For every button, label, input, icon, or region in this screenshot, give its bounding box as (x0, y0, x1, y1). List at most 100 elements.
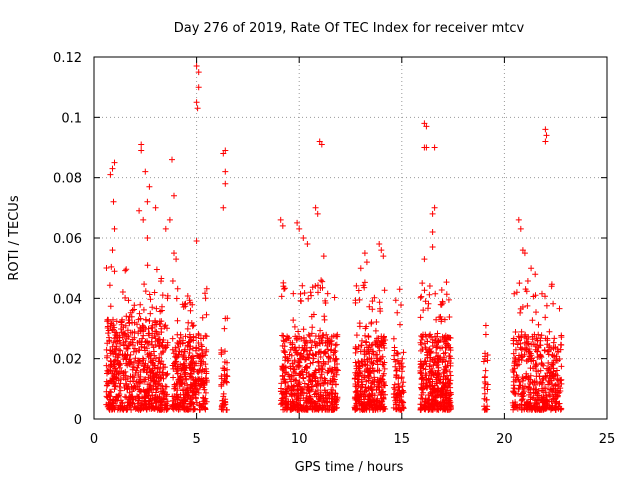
data-point (533, 309, 539, 316)
data-point (117, 370, 123, 377)
data-point (281, 363, 287, 370)
data-point (546, 328, 553, 335)
data-point (148, 350, 155, 357)
data-point (121, 330, 128, 337)
data-point (522, 331, 529, 338)
data-point (379, 361, 386, 368)
data-point (157, 360, 164, 367)
data-point (357, 348, 364, 355)
data-point (150, 370, 157, 377)
data-point (218, 349, 225, 356)
data-point (162, 344, 169, 350)
data-point (144, 369, 151, 376)
data-point (393, 367, 400, 374)
data-point (155, 331, 162, 338)
data-point (221, 325, 228, 332)
data-point (366, 393, 373, 400)
data-point (152, 204, 159, 211)
data-point (525, 356, 532, 363)
data-point (324, 394, 331, 401)
data-point (322, 361, 329, 368)
data-point (295, 364, 302, 370)
data-point (431, 339, 438, 346)
data-point (370, 406, 377, 413)
data-point (220, 379, 227, 386)
data-point (381, 405, 388, 412)
data-point (221, 367, 228, 374)
data-point (513, 337, 520, 344)
data-point (440, 356, 447, 363)
data-point (199, 314, 206, 321)
data-point (302, 356, 309, 363)
data-point (329, 406, 336, 413)
data-point (521, 351, 528, 358)
data-point (129, 388, 136, 395)
data-point (130, 364, 137, 371)
data-point (110, 198, 117, 205)
data-point (418, 293, 425, 300)
data-point (194, 105, 201, 112)
data-point (299, 282, 306, 289)
data-point (304, 363, 310, 370)
data-point (331, 364, 338, 371)
data-point (158, 398, 164, 405)
data-point (148, 338, 155, 345)
data-point (151, 352, 158, 359)
data-point (529, 317, 536, 324)
data-point (291, 366, 298, 373)
data-point (300, 235, 307, 241)
data-point (152, 335, 159, 342)
data-point (137, 358, 143, 365)
data-point (444, 372, 450, 379)
data-point (284, 358, 291, 364)
data-point (122, 267, 129, 274)
data-point (222, 348, 228, 355)
data-point (423, 372, 430, 379)
data-point (136, 347, 143, 353)
data-point (323, 389, 329, 396)
data-point (182, 364, 189, 371)
data-point (190, 366, 197, 373)
data-point (392, 363, 399, 370)
data-point (382, 382, 388, 389)
data-point (445, 334, 452, 341)
data-point (284, 333, 291, 340)
data-point (111, 268, 118, 275)
data-point (441, 406, 448, 413)
data-point (106, 282, 113, 289)
data-point (425, 376, 432, 383)
data-point (113, 343, 120, 350)
data-point (334, 367, 341, 374)
data-point (152, 355, 159, 362)
data-point (364, 356, 371, 363)
data-point (319, 366, 326, 373)
data-point (552, 385, 559, 392)
data-point (137, 301, 144, 308)
data-point (400, 389, 407, 395)
data-point (555, 401, 562, 407)
data-point (142, 168, 149, 175)
data-point (548, 398, 555, 405)
data-point (105, 399, 112, 406)
data-point (190, 337, 197, 344)
data-point (417, 339, 424, 346)
data-point (376, 299, 383, 306)
data-point (137, 315, 144, 322)
data-point (141, 324, 147, 331)
data-point (417, 369, 424, 376)
data-point (193, 360, 200, 367)
data-point (107, 363, 114, 370)
data-point (129, 307, 136, 314)
data-point (137, 327, 144, 334)
data-point (431, 144, 438, 151)
data-point (543, 400, 550, 407)
data-point (290, 290, 297, 297)
y-axis-label: ROTI / TECUs (7, 195, 22, 280)
data-point (395, 380, 402, 387)
data-point (173, 256, 180, 263)
data-point (142, 288, 149, 295)
data-point (445, 296, 452, 303)
data-point (324, 369, 331, 376)
data-point (437, 376, 444, 383)
data-point (176, 375, 183, 381)
